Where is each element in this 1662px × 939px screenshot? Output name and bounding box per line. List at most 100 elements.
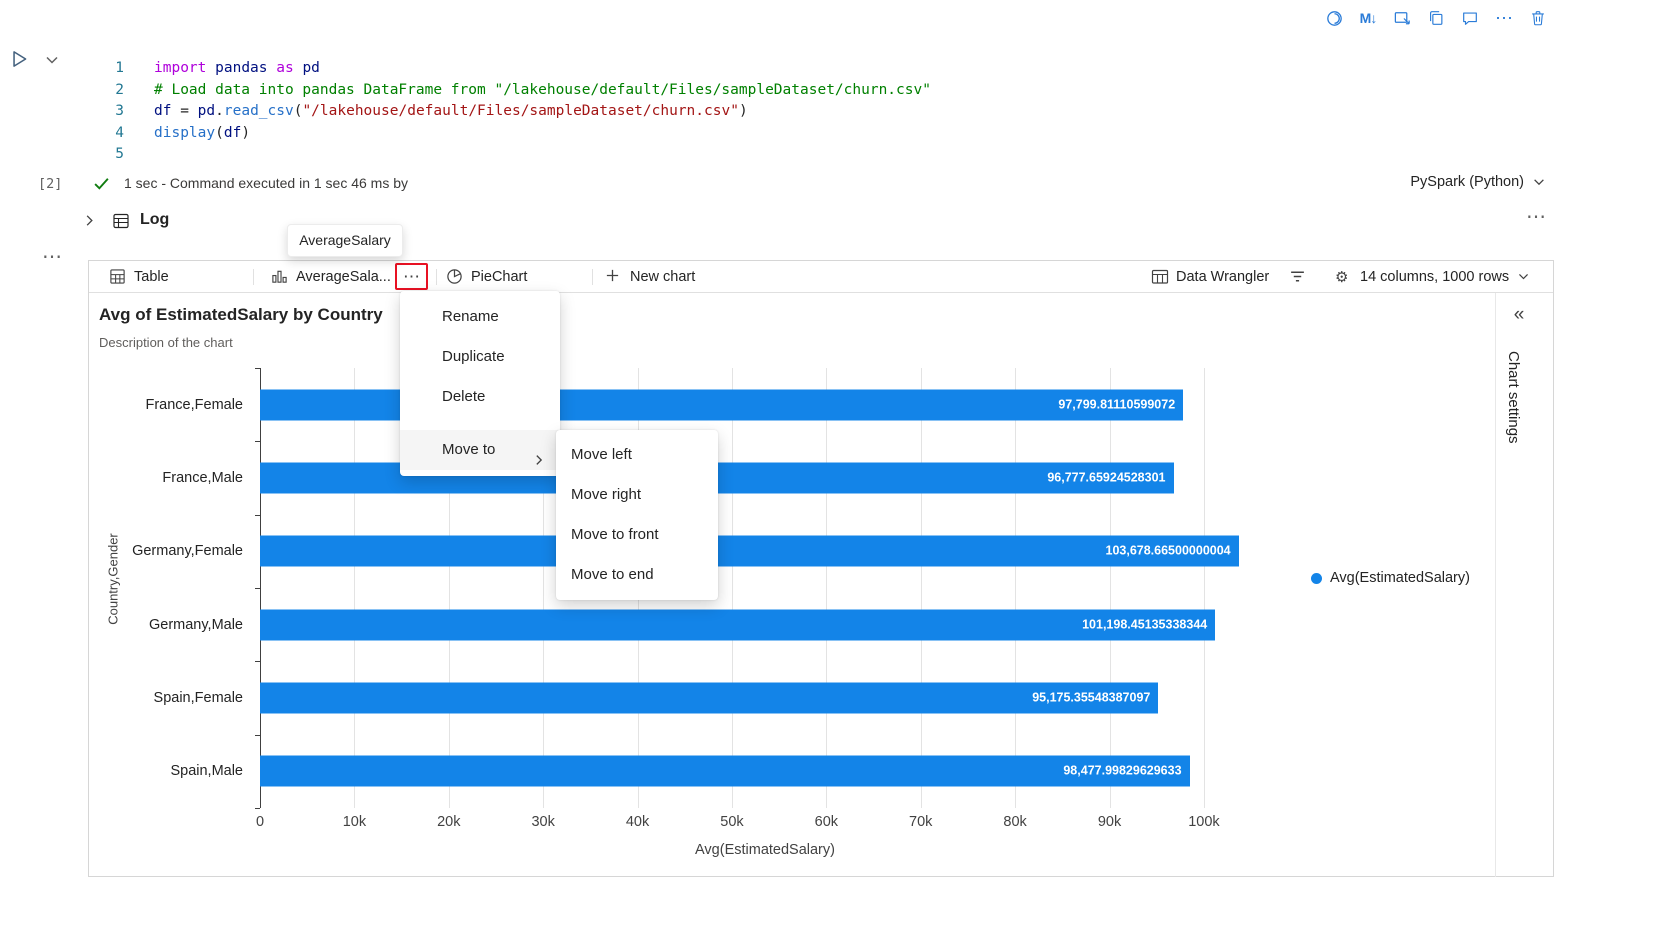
chevron-down-icon: [1517, 270, 1531, 284]
menu-item-move-to[interactable]: Move to: [400, 430, 560, 470]
y-axis-tick: [255, 808, 260, 809]
table-icon: [109, 268, 126, 285]
menu-item-delete[interactable]: Delete: [442, 388, 486, 405]
gridline: [543, 368, 545, 808]
code-line[interactable]: 2 # Load data into pandas DataFrame from …: [0, 80, 931, 102]
cell-toolbar-more-button[interactable]: ⋯: [1492, 6, 1516, 30]
convert-to-markdown-button[interactable]: M↓: [1356, 6, 1380, 30]
settings-panel-divider: [1495, 293, 1496, 877]
legend-item[interactable]: Avg(EstimatedSalary): [1311, 570, 1470, 586]
gridline: [826, 368, 828, 808]
tab-piechart[interactable]: PieChart: [446, 261, 527, 292]
code-token: (: [215, 124, 224, 141]
delete-cell-button[interactable]: [1526, 6, 1550, 30]
submenu-item-move-left[interactable]: Move left: [571, 446, 632, 463]
tab-new-chart[interactable]: New chart: [605, 261, 695, 292]
code-token: as: [276, 60, 294, 76]
y-axis-line: [260, 368, 261, 808]
chart-settings-label: Chart settings: [1505, 351, 1522, 444]
bar-value-label: 101,198.45135338344: [1082, 617, 1208, 632]
code-token: pandas: [215, 60, 268, 76]
log-more-button[interactable]: ⋯: [1526, 206, 1547, 228]
play-icon: [8, 51, 30, 74]
log-expand-chevron[interactable]: [82, 213, 97, 228]
execution-count: [2]: [38, 176, 63, 192]
bar-chart-icon: [271, 268, 288, 285]
code-token: # Load data into pandas DataFrame from "…: [154, 81, 931, 98]
gridline: [354, 368, 356, 808]
x-tick-label: 60k: [814, 814, 839, 830]
filter-button[interactable]: [1289, 261, 1306, 292]
columns-rows-label: 14 columns, 1000 rows: [1360, 268, 1510, 285]
code-line[interactable]: 4 display(df): [0, 123, 931, 145]
legend-label: Avg(EstimatedSalary): [1330, 570, 1470, 586]
tab-more-button-highlighted[interactable]: ⋯: [395, 263, 428, 290]
select-cell-button[interactable]: [1390, 6, 1414, 30]
bar[interactable]: 101,198.45135338344: [260, 609, 1216, 641]
code-token: df: [154, 103, 172, 119]
output-more-button[interactable]: ⋯: [42, 246, 63, 268]
chevron-right-icon: [82, 215, 97, 232]
tab-divider: [253, 269, 254, 285]
y-axis-tick: [255, 441, 260, 443]
gridline: [448, 368, 450, 808]
chart-title: Avg of EstimatedSalary by Country: [99, 305, 383, 324]
run-options-chevron[interactable]: [44, 52, 60, 68]
expand-settings-button[interactable]: «: [1507, 303, 1531, 327]
tab-piechart-label: PieChart: [471, 268, 528, 285]
bar[interactable]: 95,175.35548387097: [260, 682, 1159, 714]
comment-icon: [1461, 9, 1479, 27]
data-wrangler-button[interactable]: Data Wrangler: [1151, 261, 1269, 292]
run-cell-button[interactable]: [8, 48, 32, 72]
code-text: import pandas as pd: [124, 58, 320, 80]
code-token: =: [171, 103, 198, 119]
code-token: [268, 60, 277, 76]
chart-area: Avg of EstimatedSalary by Country Descri…: [89, 293, 1553, 877]
category-label: France,Female: [145, 396, 243, 413]
log-table-icon: [112, 212, 130, 230]
plus-icon: [605, 268, 622, 285]
line-number: 4: [115, 124, 124, 141]
trash-icon: [1529, 9, 1547, 27]
line-number: 1: [115, 60, 124, 76]
context-menu: Rename Duplicate Delete Move to: [400, 291, 560, 476]
code-token: pd: [302, 60, 320, 76]
bar[interactable]: 98,477.99829629633: [260, 755, 1190, 787]
bar-value-label: 97,799.81110599072: [1058, 397, 1176, 412]
more-options-icon: ⋯: [403, 266, 420, 286]
bar-value-label: 96,777.65924528301: [1047, 470, 1166, 485]
code-editor[interactable]: 1 import pandas as pd 2 # Load data into pa…: [0, 58, 931, 166]
code-token: df: [223, 124, 242, 141]
y-axis-title: Country,Gender: [105, 533, 121, 625]
gridline: [731, 368, 733, 808]
submenu-item-move-to-end[interactable]: Move to end: [571, 566, 654, 583]
bar-row: Spain,Female 95,175.35548387097: [154, 661, 1270, 734]
columns-rows-selector[interactable]: ⚙ 14 columns, 1000 rows: [1335, 261, 1531, 292]
line-number: 5: [115, 146, 124, 162]
comment-button[interactable]: [1458, 6, 1482, 30]
menu-item-rename[interactable]: Rename: [442, 308, 499, 325]
y-axis-tick: [255, 661, 260, 663]
bar[interactable]: 97,799.81110599072: [260, 389, 1184, 421]
data-wrangler-label: Data Wrangler: [1176, 268, 1270, 285]
tab-tooltip: AverageSalary: [287, 224, 403, 257]
copy-cell-button[interactable]: [1424, 6, 1448, 30]
code-line[interactable]: 1 import pandas as pd: [0, 58, 931, 80]
submenu-item-move-to-front[interactable]: Move to front: [571, 526, 659, 543]
code-line[interactable]: 5: [0, 144, 931, 166]
bar[interactable]: 103,678.66500000004: [260, 535, 1239, 567]
copilot-button[interactable]: [1322, 6, 1346, 30]
x-tick-label: 10k: [342, 814, 367, 830]
copy-icon: [1427, 9, 1445, 27]
submenu-item-move-right[interactable]: Move right: [571, 486, 642, 503]
kernel-label: PySpark (Python): [1410, 174, 1524, 190]
menu-item-duplicate[interactable]: Duplicate: [442, 348, 505, 365]
tab-table[interactable]: Table: [109, 261, 169, 292]
code-line[interactable]: 3 df = pd.read_csv("/lakehouse/default/Fi…: [0, 101, 931, 123]
chevron-down-icon: [44, 55, 60, 72]
context-menu-items: Rename Duplicate Delete: [400, 297, 560, 417]
gridline: [920, 368, 922, 808]
kernel-selector[interactable]: PySpark (Python): [1410, 174, 1546, 190]
tab-averagesalary[interactable]: AverageSala...: [271, 261, 391, 292]
x-tick-label: 100k: [1188, 814, 1220, 830]
